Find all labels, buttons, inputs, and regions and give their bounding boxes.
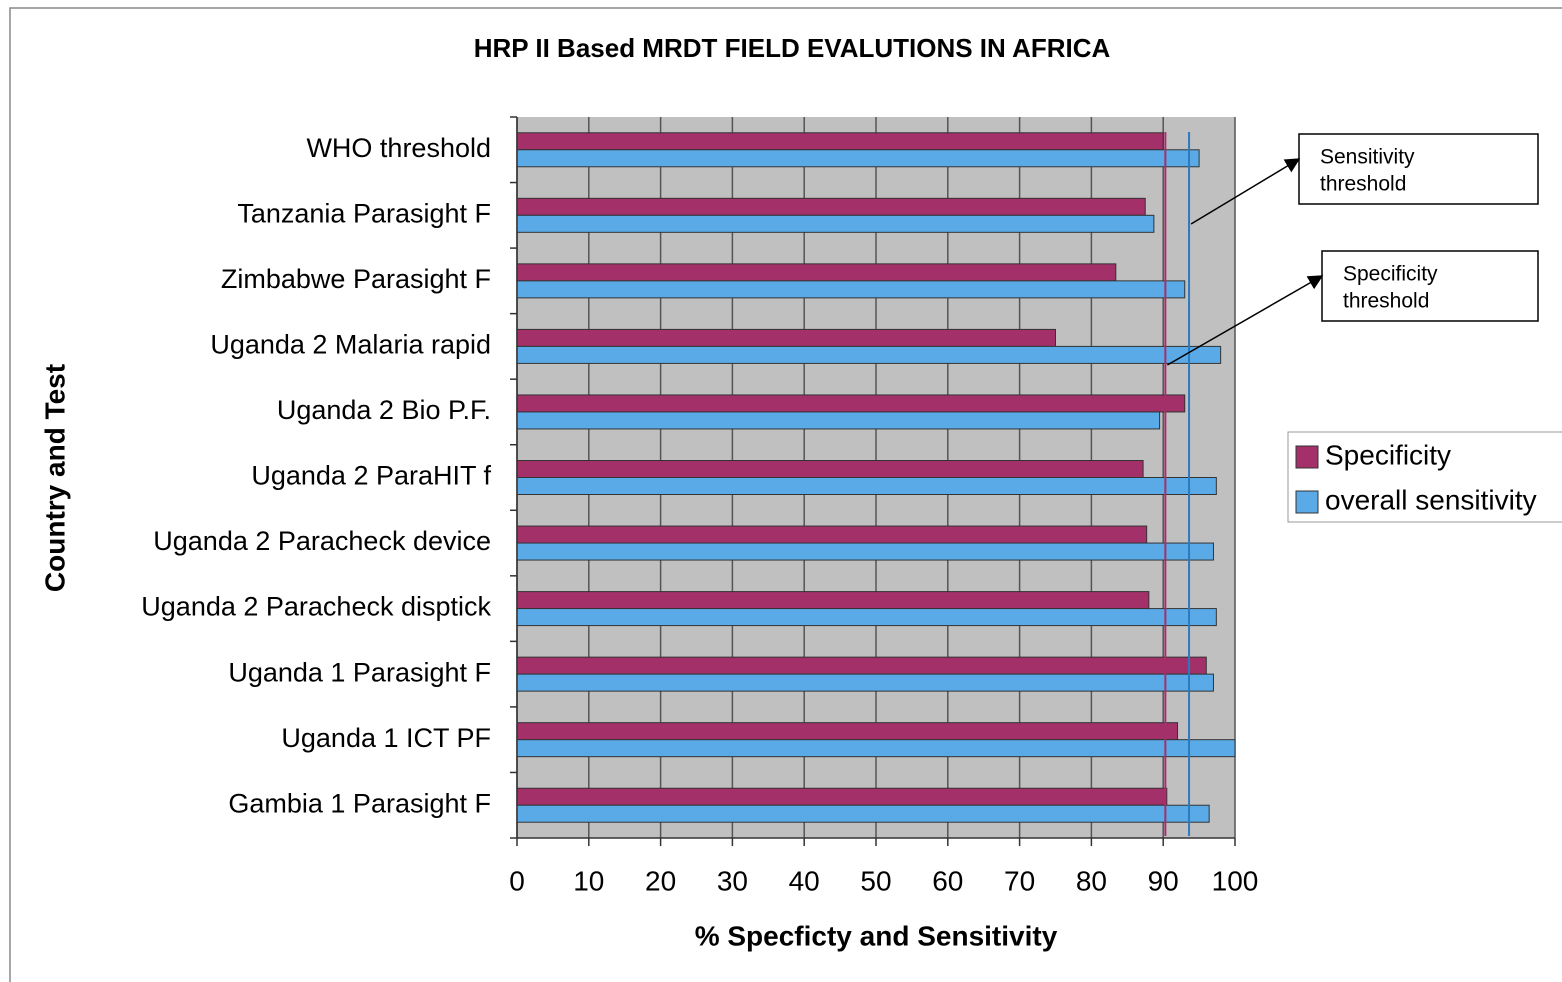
x-tick-label: 0: [509, 865, 525, 896]
bar: [516, 591, 1150, 610]
legend-swatch: [1295, 490, 1319, 514]
bar: [516, 394, 1186, 413]
y-tick-label: Zimbabwe Parasight F: [221, 264, 491, 294]
y-tick-label: Uganda 2 Malaria rapid: [210, 330, 491, 360]
bar: [516, 804, 1210, 823]
bar: [516, 197, 1146, 216]
x-tick-label: 50: [860, 865, 891, 896]
bar: [516, 673, 1214, 692]
x-tick-label: 70: [1004, 865, 1035, 896]
annotation-arrow: [1166, 275, 1324, 366]
bar: [516, 525, 1148, 544]
bar: [516, 149, 1200, 168]
x-tick-label: 60: [932, 865, 963, 896]
y-tick-label: WHO threshold: [306, 133, 491, 163]
x-tick-label: 80: [1076, 865, 1107, 896]
y-tick-label: Tanzania Parasight F: [237, 198, 491, 228]
legend-box: [1287, 431, 1562, 523]
y-tick-label: Uganda 2 Paracheck disptick: [141, 592, 491, 622]
x-tick-label: 30: [717, 865, 748, 896]
y-tick-label: Uganda 2 Paracheck device: [153, 526, 491, 556]
annotation-text: threshold: [1320, 173, 1406, 196]
bar: [516, 722, 1179, 741]
legend-label: overall sensitivity: [1325, 484, 1537, 515]
x-tick-label: 10: [573, 865, 604, 896]
x-tick-label: 90: [1148, 865, 1179, 896]
y-tick-label: Uganda 2 Bio P.F.: [277, 395, 491, 425]
y-axis-label: Country and Test: [39, 364, 70, 592]
annotation-text: Specificity: [1343, 263, 1438, 286]
x-tick-label: 20: [645, 865, 676, 896]
y-tick-label: Uganda 1 Parasight F: [228, 657, 491, 687]
bar: [516, 345, 1222, 364]
bar: [516, 263, 1117, 282]
annotation-box: [1321, 250, 1539, 322]
bar: [516, 132, 1164, 151]
bar: [516, 656, 1207, 675]
bar: [516, 608, 1217, 627]
x-tick-label: 40: [789, 865, 820, 896]
x-tick-label: 100: [1212, 865, 1259, 896]
bar: [516, 411, 1161, 430]
bar: [516, 280, 1186, 299]
annotation-arrow: [1190, 158, 1301, 225]
bar: [516, 328, 1056, 347]
annotation-text: threshold: [1343, 290, 1429, 313]
y-tick-label: Uganda 1 ICT PF: [281, 723, 491, 753]
y-tick-label: Gambia 1 Parasight F: [228, 788, 491, 818]
y-tick-label: Uganda 2 ParaHIT f: [251, 461, 491, 491]
bar: [516, 214, 1155, 233]
legend-swatch: [1295, 445, 1319, 469]
bar: [516, 477, 1217, 495]
bar: [516, 787, 1168, 806]
legend-label: Specificity: [1325, 439, 1451, 470]
chart-title: HRP II Based MRDT FIELD EVALUTIONS IN AF…: [474, 33, 1111, 63]
bar: [516, 739, 1236, 758]
bar: [516, 460, 1144, 478]
annotation-text: Sensitivity: [1320, 146, 1415, 169]
bar: [516, 542, 1214, 561]
x-axis-label: % Specficty and Sensitivity: [695, 920, 1058, 951]
